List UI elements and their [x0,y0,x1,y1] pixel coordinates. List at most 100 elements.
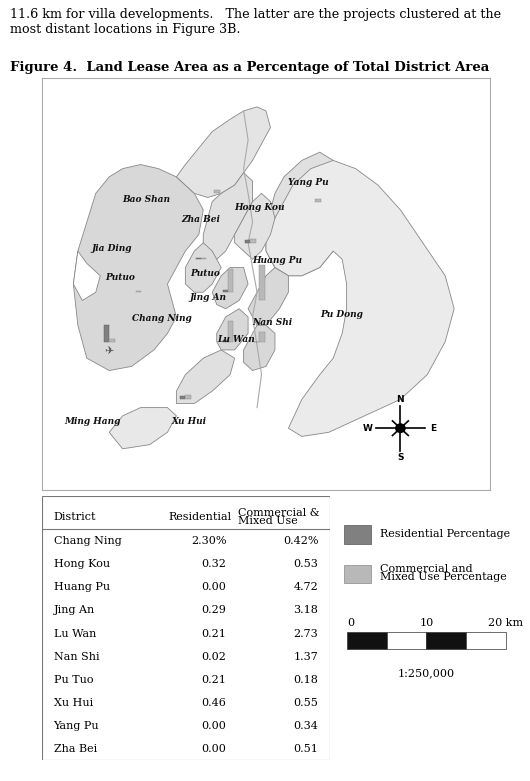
Text: 1.37: 1.37 [294,652,319,662]
Text: Pu Tuo: Pu Tuo [54,675,93,685]
Text: Huang Pu: Huang Pu [253,256,303,266]
Polygon shape [266,160,454,437]
Text: Yang Pu: Yang Pu [54,722,99,731]
Text: 0.42%: 0.42% [283,536,319,546]
Text: Residential Percentage: Residential Percentage [379,530,510,539]
Polygon shape [186,243,221,292]
Text: 0.21: 0.21 [201,675,226,685]
Text: N: N [396,395,404,404]
Bar [466,632,506,649]
Bar [427,632,466,649]
Text: 0.00: 0.00 [201,582,226,592]
Text: 4.72: 4.72 [294,582,319,592]
Polygon shape [212,268,248,308]
Bar [201,258,206,259]
Polygon shape [248,268,288,325]
Text: Ming Hang: Ming Hang [65,417,121,426]
Text: Jia Ding: Jia Ding [91,244,132,253]
Polygon shape [176,350,235,404]
Text: Putuo: Putuo [105,273,135,282]
Text: ✈: ✈ [104,346,114,356]
Text: 1:250,000: 1:250,000 [398,668,455,678]
Bar [259,266,264,301]
Text: Jing An: Jing An [190,294,227,302]
Text: E: E [430,424,436,433]
Text: Commercial and: Commercial and [379,564,472,573]
Bar [343,565,370,583]
Text: Xu Hui: Xu Hui [54,698,93,708]
Text: 2.73: 2.73 [294,629,319,639]
Polygon shape [176,107,270,198]
Text: Putuo: Putuo [190,269,220,278]
Text: 0.34: 0.34 [294,722,319,731]
Bar [259,331,264,341]
Text: Zha Bei: Zha Bei [181,216,220,224]
Text: 0: 0 [347,618,355,628]
Text: 0.29: 0.29 [201,605,226,615]
Text: Hong Kou: Hong Kou [54,559,110,569]
Polygon shape [109,408,176,449]
Text: Lu Wan: Lu Wan [54,629,96,639]
Text: W: W [363,424,373,433]
Bar [250,239,255,243]
Text: Lu Wan: Lu Wan [217,335,254,344]
Text: Chang Ning: Chang Ning [131,314,191,323]
Text: Figure 4.  Land Lease Area as a Percentage of Total District Area: Figure 4. Land Lease Area as a Percentag… [10,60,489,73]
Text: 0.18: 0.18 [294,675,319,685]
Text: Pu Dong: Pu Dong [320,310,363,319]
Bar [228,322,233,341]
Bar [186,395,191,399]
Bar [343,525,370,544]
Text: Zha Bei: Zha Bei [54,744,97,754]
Text: Chang Ning: Chang Ning [54,536,121,546]
Bar [223,290,228,292]
Text: Commercial &: Commercial & [238,508,320,518]
Text: 0.55: 0.55 [294,698,319,708]
Text: 0.53: 0.53 [294,559,319,569]
Text: Nan Shi: Nan Shi [253,318,293,327]
Text: 2.30%: 2.30% [191,536,226,546]
Bar [180,396,186,399]
Text: 0.00: 0.00 [201,744,226,754]
Bar [347,632,387,649]
Text: Huang Pu: Huang Pu [54,582,110,592]
Polygon shape [73,165,204,370]
Bar [223,340,228,341]
Bar [196,258,201,259]
Polygon shape [217,308,248,350]
Bar [228,269,233,292]
Polygon shape [266,152,347,276]
Text: District: District [54,512,96,522]
Text: S: S [397,452,404,462]
Text: 11.6 km for villa developments.   The latter are the projects clustered at the
m: 11.6 km for villa developments. The latt… [10,8,501,36]
Bar [109,339,114,341]
Text: Yang Pu: Yang Pu [288,178,329,187]
Text: Bao Shan: Bao Shan [122,194,171,204]
Bar [104,325,109,341]
Text: 0.51: 0.51 [294,744,319,754]
Text: 0.21: 0.21 [201,629,226,639]
Text: 10: 10 [419,618,434,628]
Text: Mixed Use: Mixed Use [238,516,297,526]
Polygon shape [204,173,253,259]
Polygon shape [244,325,275,370]
Polygon shape [235,194,275,259]
Text: 3.18: 3.18 [294,605,319,615]
Circle shape [395,423,406,433]
Text: 0.32: 0.32 [201,559,226,569]
Text: Xu Hui: Xu Hui [172,417,207,426]
Bar [215,190,220,194]
Text: Mixed Use Percentage: Mixed Use Percentage [379,572,506,582]
Text: 20 km: 20 km [488,618,523,628]
Text: 0.00: 0.00 [201,722,226,731]
Text: Residential: Residential [169,512,232,522]
Bar [245,241,250,243]
Text: Hong Kou: Hong Kou [235,203,285,212]
Polygon shape [73,251,100,301]
Text: 0.46: 0.46 [201,698,226,708]
Text: 0.02: 0.02 [201,652,226,662]
Text: Jing An: Jing An [54,605,95,615]
Bar [387,632,427,649]
Text: Nan Shi: Nan Shi [54,652,99,662]
Bar [315,199,321,201]
